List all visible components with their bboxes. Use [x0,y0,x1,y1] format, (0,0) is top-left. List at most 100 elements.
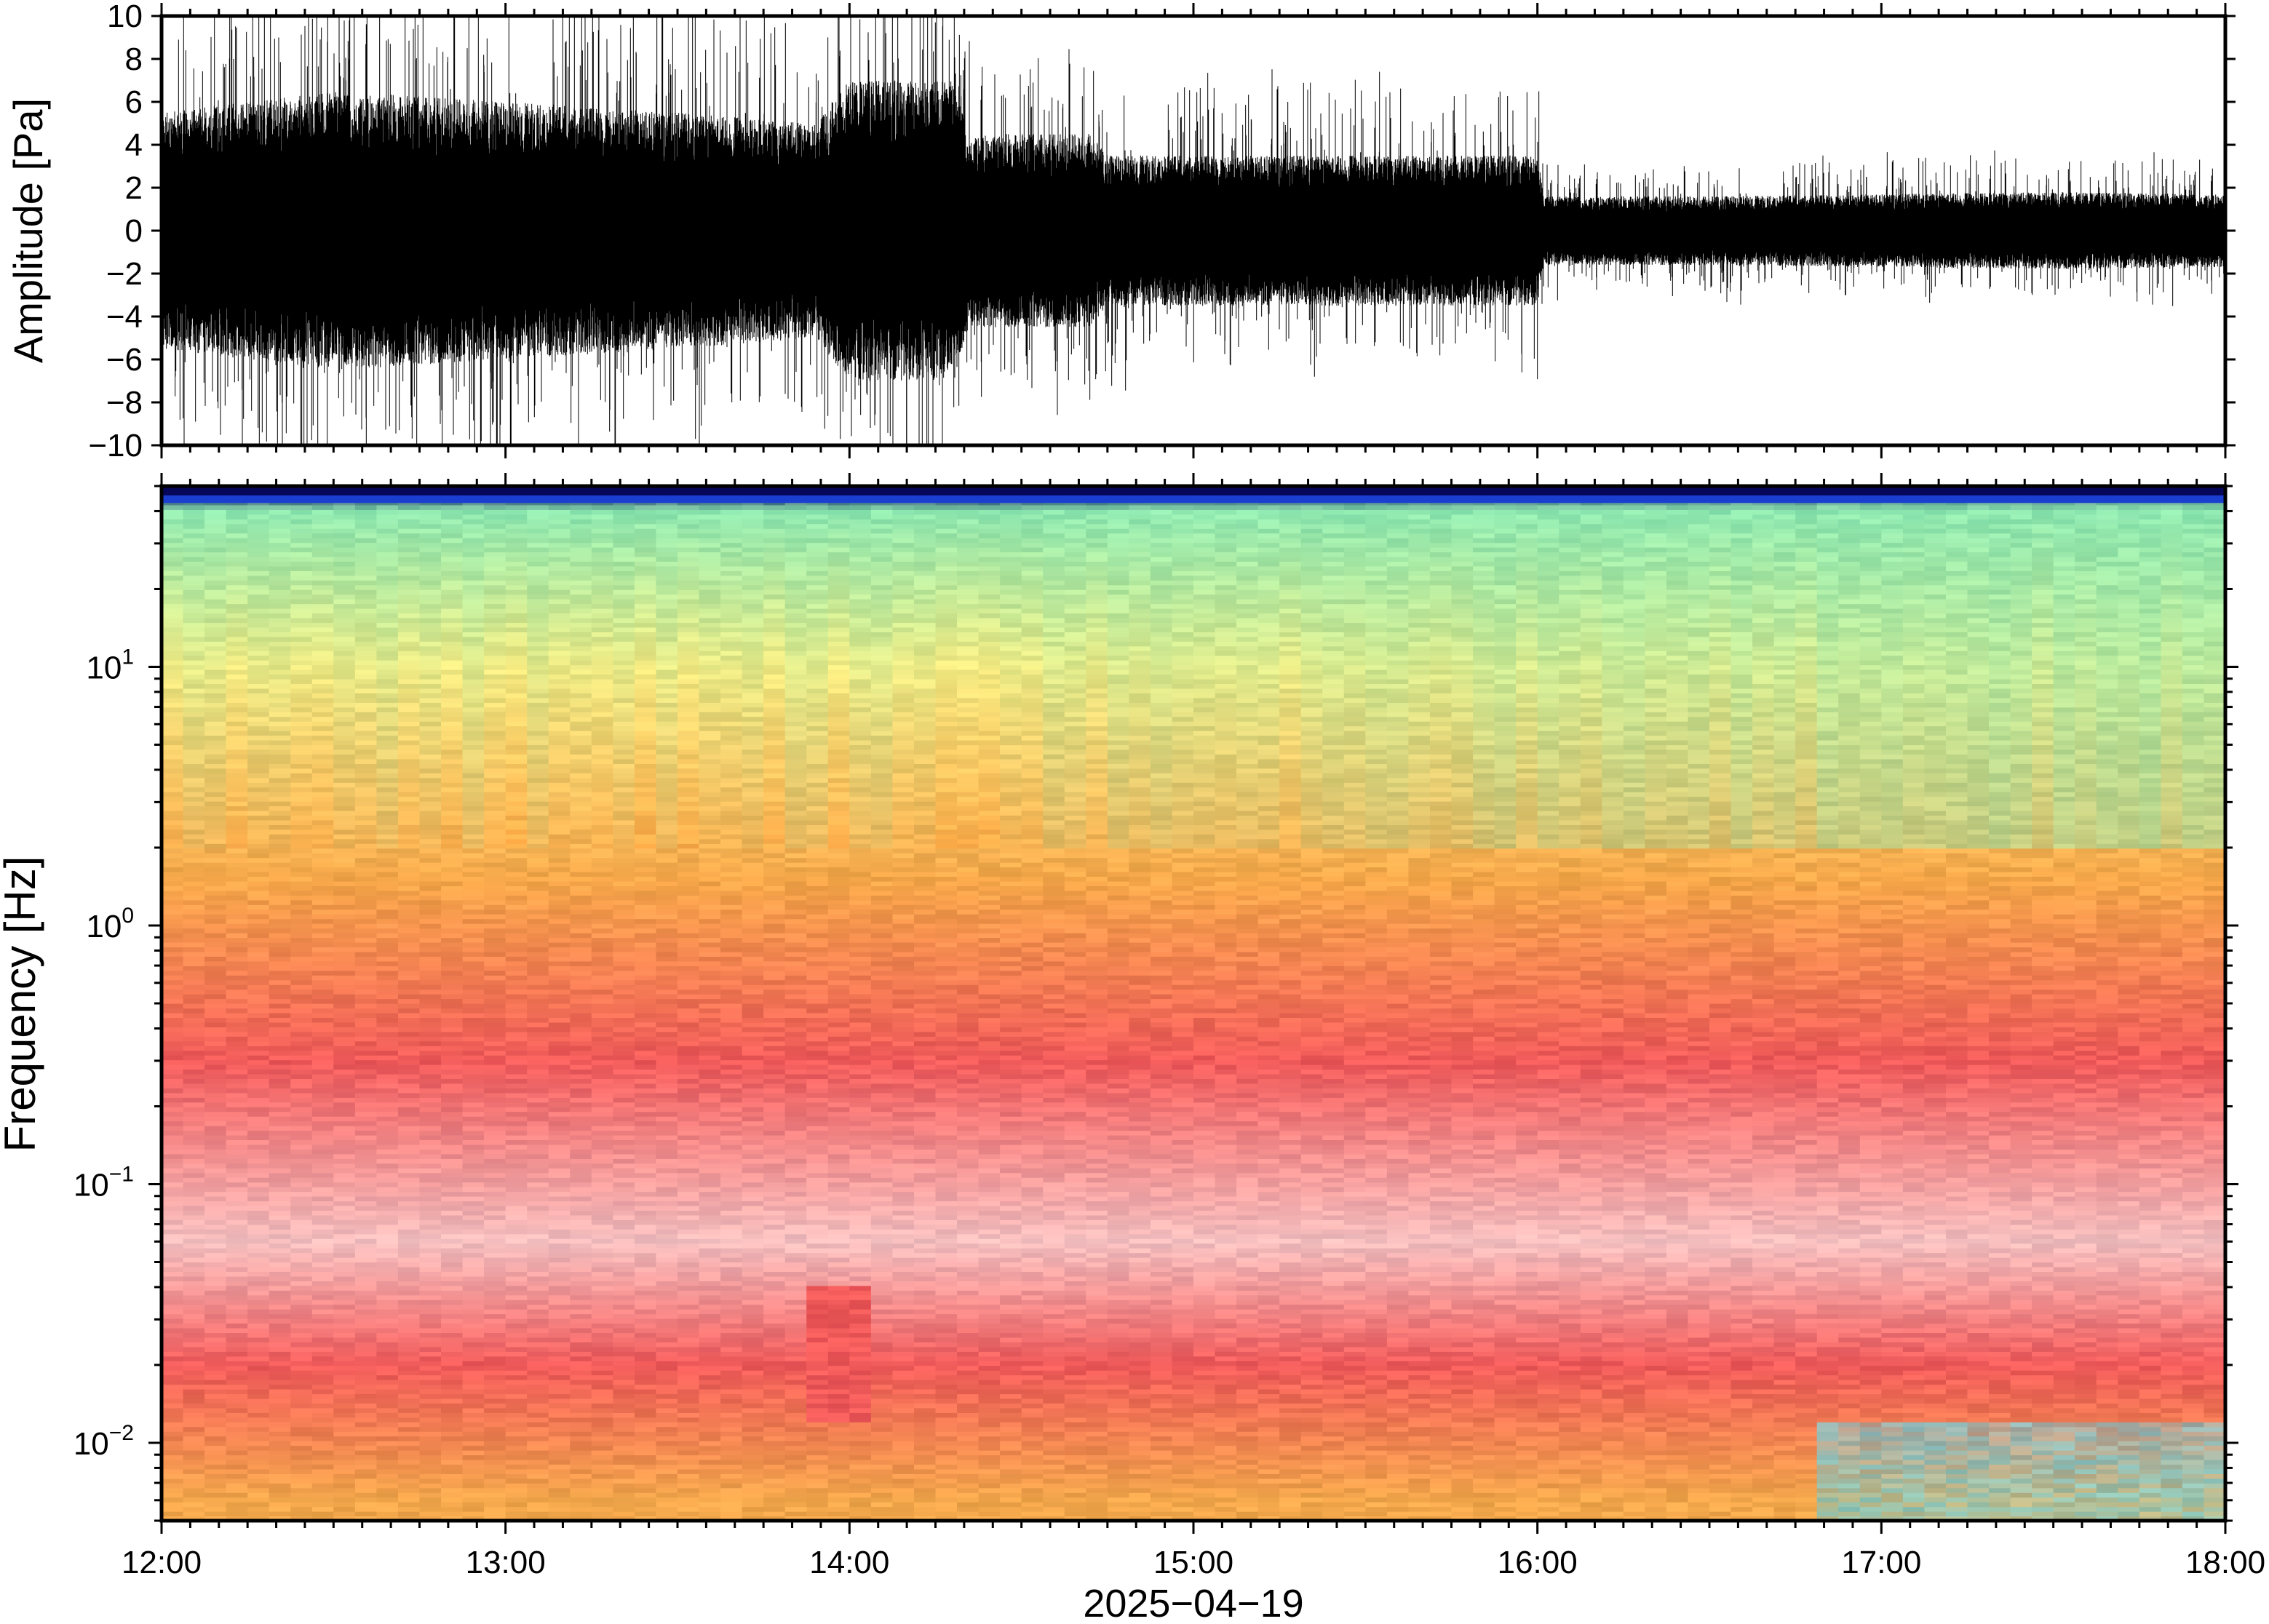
spectrogram-cell [419,1027,442,1032]
spectrogram-cell [269,674,291,680]
spectrogram-cell [591,1003,613,1009]
spectrogram-cell [162,655,184,661]
spectrogram-cell [354,1163,378,1169]
spectrogram-cell [397,1332,421,1338]
spectrogram-cell [204,768,227,773]
spectrogram-cell [527,608,549,614]
spectrogram-cell [419,1426,442,1432]
spectrogram-cell [333,1069,356,1075]
spectrogram-cell [376,523,399,529]
spectrogram-cell [376,994,399,1000]
spectrogram-cell [247,626,270,632]
spectrogram-cell [591,552,613,557]
spectrogram-cell [269,1384,291,1390]
spectrogram-cell [591,1243,613,1249]
spectrogram-cell [354,885,378,891]
spectrogram-cell [376,1069,399,1075]
spectrogram-cell [527,848,549,853]
spectrogram-cell [354,1337,378,1342]
spectrogram-cell [419,1450,442,1456]
spectrogram-cell [548,603,571,609]
spectrogram-cell [613,1290,635,1296]
spectrogram-cell [462,603,485,609]
spectrogram-cell [183,1111,205,1117]
spectrogram-cell [311,754,334,760]
spectrogram-cell [484,1252,506,1258]
spectrogram-cell [376,519,399,525]
spectrogram-cell [162,645,184,651]
spectrogram-cell [613,1313,635,1319]
spectrogram-cell [204,650,227,656]
spectrogram-cell [269,1144,291,1150]
spectrogram-cell [376,697,399,703]
spectrogram-cell [354,838,378,844]
spectrogram-cell [376,1257,399,1263]
spectrogram-cell [376,1182,399,1187]
spectrogram-cell [333,1365,356,1371]
spectrogram-cell [462,1078,485,1084]
spectrogram-cell [354,1384,378,1390]
spectrogram-cell [397,975,421,981]
spectrogram-cell [269,533,291,538]
spectrogram-cell [162,1356,184,1361]
spectrogram-cell [548,876,571,882]
spectrogram-cell [311,1102,334,1107]
spectrogram-cell [527,1050,549,1056]
spectrogram-cell [204,862,227,868]
spectrogram-cell [397,1313,421,1319]
spectrogram-cell [311,937,334,943]
spectrogram-cell [591,1294,613,1300]
spectrogram-cell [333,1036,356,1042]
spectrogram-cell [162,975,184,981]
spectrogram-cell [269,1130,291,1136]
spectrogram-cell [226,1102,248,1107]
spectrogram-cell [162,1342,184,1348]
spectrogram-cell [269,1177,291,1183]
spectrogram-cell [462,960,485,966]
spectrogram-cell [290,796,313,802]
spectrogram-cell [591,617,613,624]
spectrogram-cell [462,1431,485,1437]
spectrogram-cell [183,838,205,844]
spectrogram-cell [505,970,528,976]
spectrogram-cell [548,1083,571,1088]
spectrogram-cell [333,829,356,835]
spectrogram-cell [204,519,227,525]
spectrogram-cell [505,843,528,849]
spectrogram-cell [419,1158,442,1164]
spectrogram-cell [162,1483,184,1489]
spectrogram-cell [591,565,613,571]
spectrogram-cell [376,876,399,882]
spectrogram-cell [204,1130,227,1136]
spectrogram-cell [462,1050,485,1056]
spectrogram-cell [441,1294,464,1300]
spectrogram-cell [397,1031,421,1037]
spectrogram-cell [204,641,227,647]
spectrogram-cell [183,1083,205,1088]
spectrogram-cell [484,768,506,773]
spectrogram-cell [311,1318,334,1324]
spectrogram-cell [162,805,184,811]
spectrogram-cell [354,994,378,1000]
spectrogram-cell [441,645,464,651]
spectrogram-cell [204,561,227,567]
spectrogram-cell [505,1332,528,1338]
spectrogram-cell [204,1351,227,1357]
spectrogram-cell [484,565,506,571]
spectrogram-cell [505,1008,528,1014]
spectrogram-cell [397,966,421,971]
spectrogram-cell [591,542,613,548]
spectrogram-cell [548,810,571,816]
spectrogram-cell [204,533,227,538]
spectrogram-cell [484,848,506,853]
spectrogram-cell [226,1012,248,1018]
spectrogram-cell [376,984,399,990]
spectrogram-cell [354,552,378,557]
spectrogram-cell [269,1502,291,1508]
spectrogram-cell [354,1040,378,1046]
spectrogram-cell [613,805,635,811]
spectrogram-cell [613,1281,635,1286]
spectrogram-cell [226,617,248,624]
spectrogram-cell [269,1168,291,1174]
spectrogram-cell [376,834,399,840]
